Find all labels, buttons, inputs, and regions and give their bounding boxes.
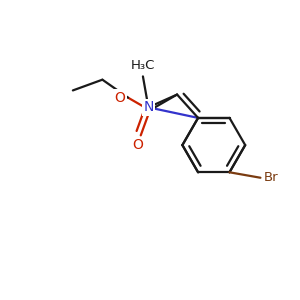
Text: O: O xyxy=(132,138,143,152)
Text: N: N xyxy=(143,100,154,114)
Text: Br: Br xyxy=(263,171,278,184)
Text: O: O xyxy=(114,91,125,105)
Text: H₃C: H₃C xyxy=(131,59,155,73)
